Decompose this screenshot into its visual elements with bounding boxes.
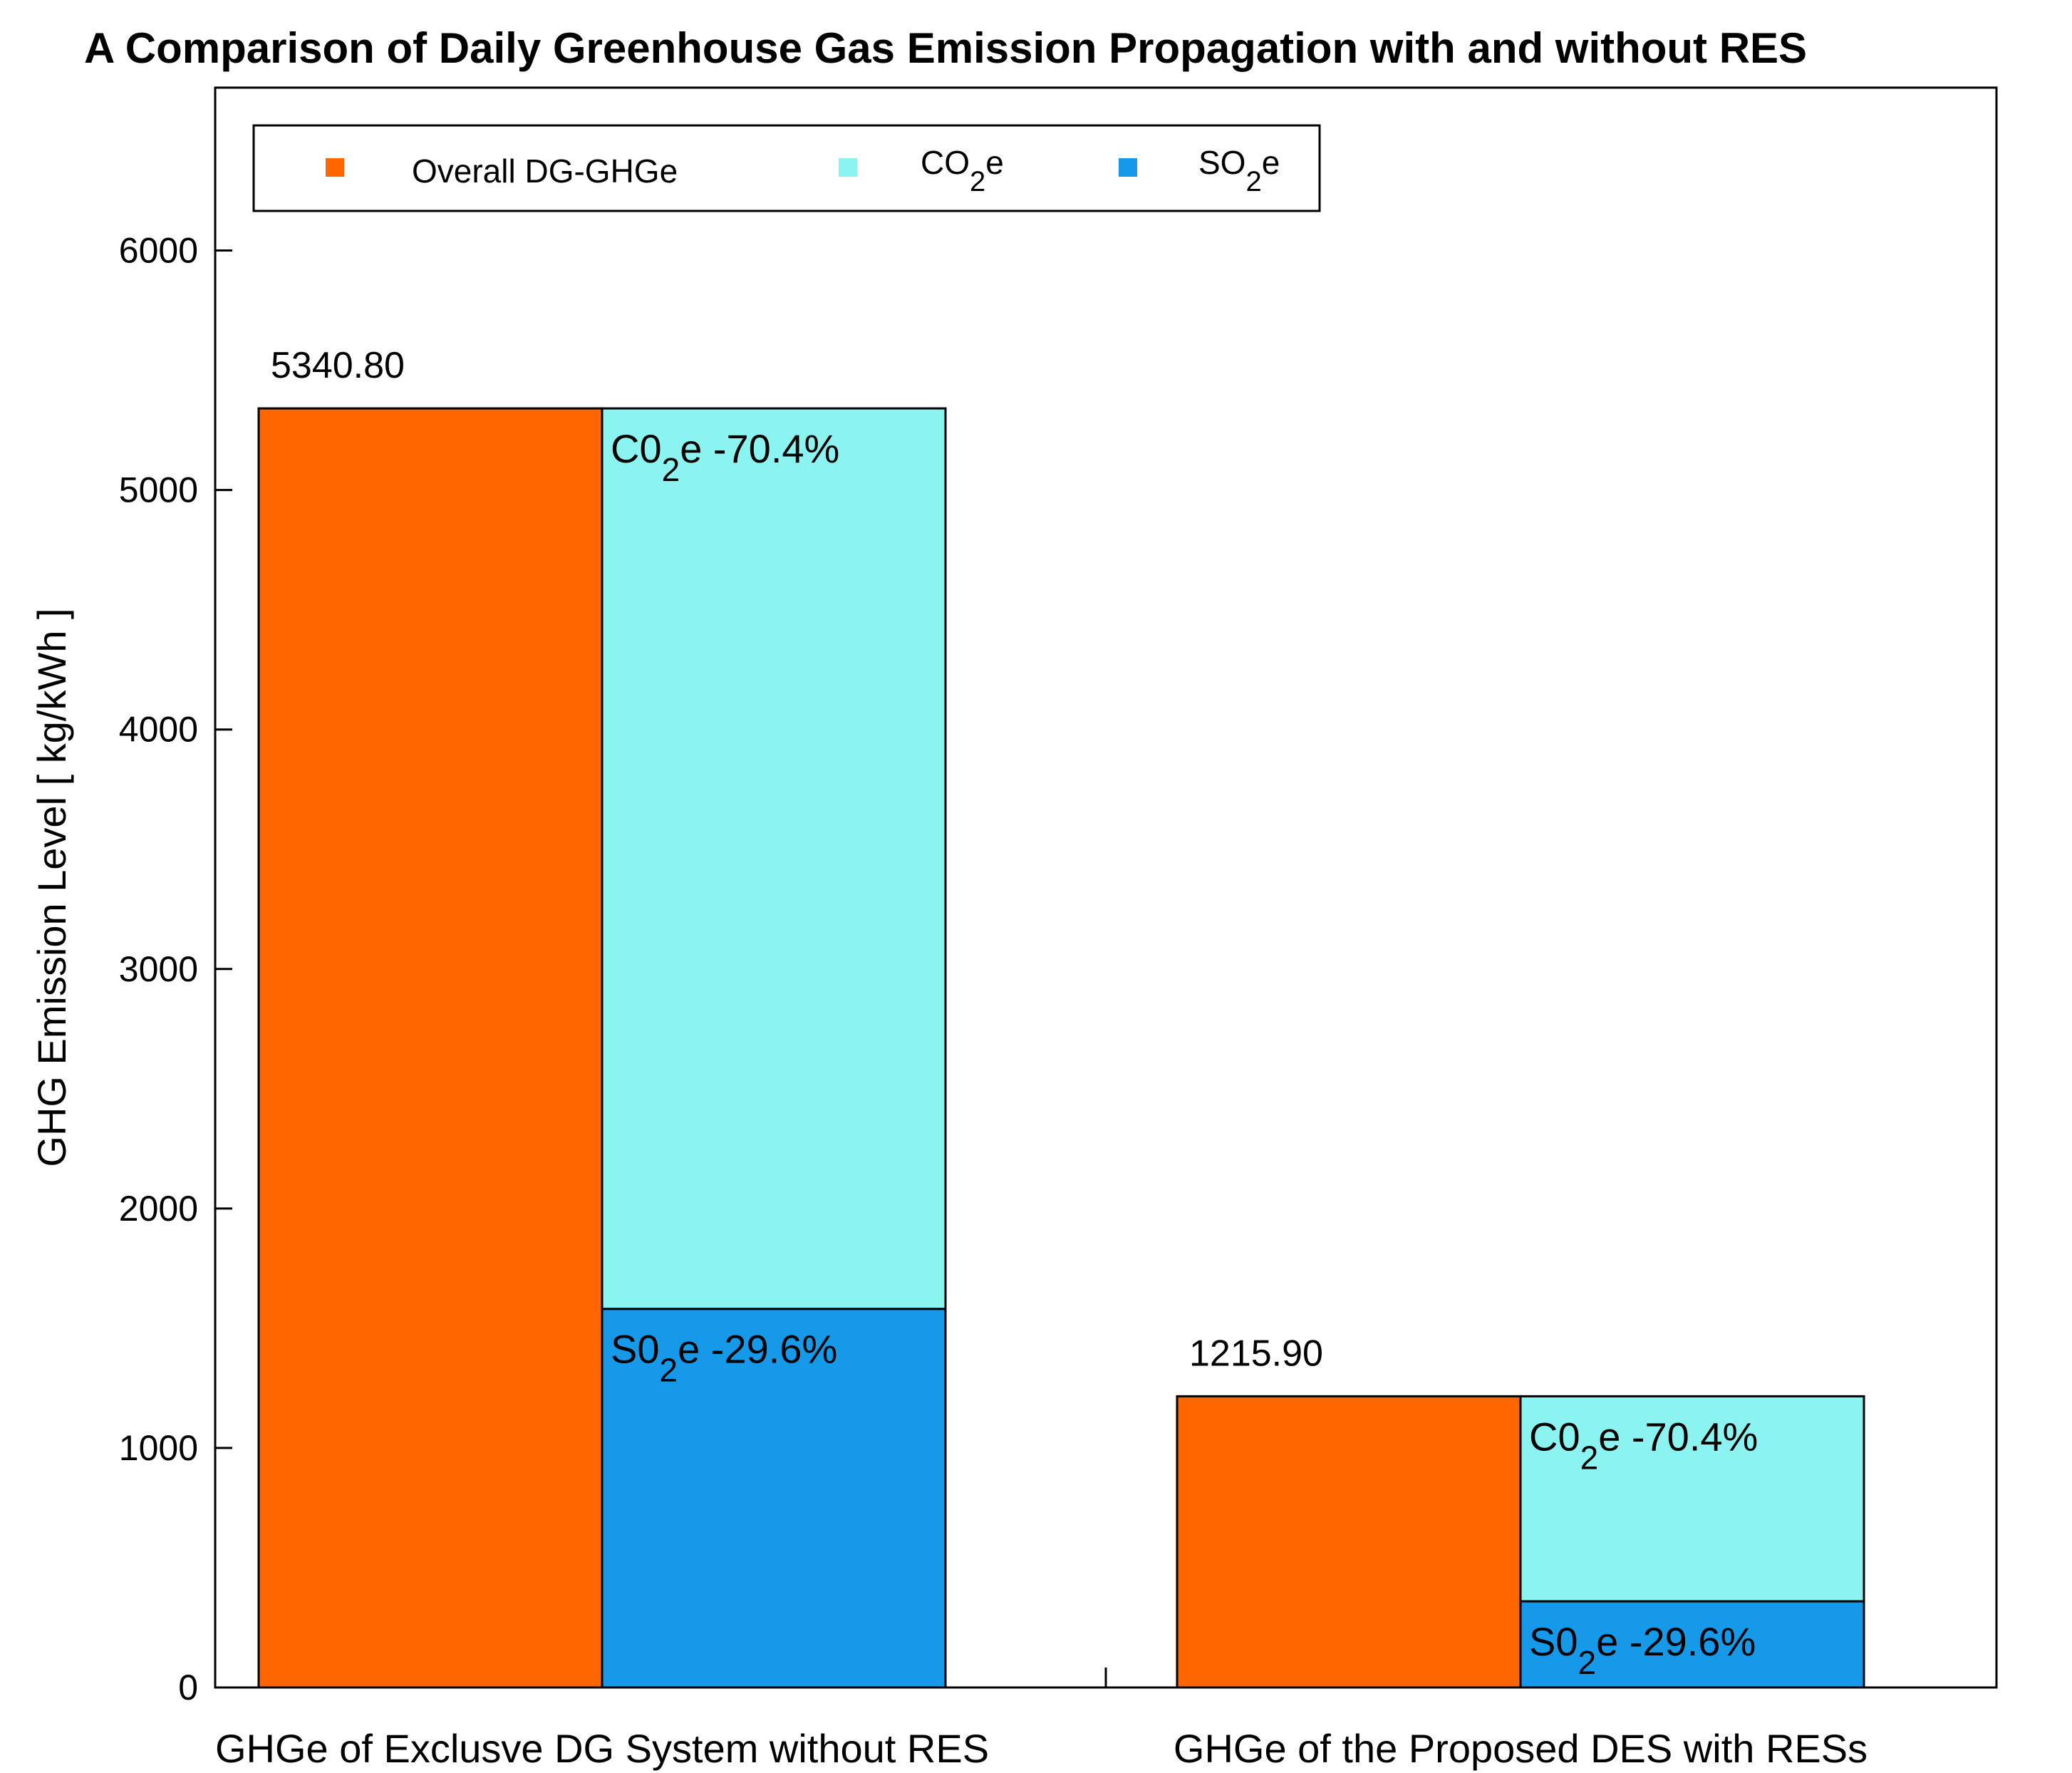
x-category-label: GHGe of the Proposed DES with RESs	[1174, 1726, 1868, 1771]
legend-entry: CO2e	[921, 144, 1004, 197]
legend-entry: SO2e	[1198, 144, 1280, 197]
chart-title: A Comparison of Daily Greenhouse Gas Emi…	[84, 24, 1807, 72]
co2e-segment-label: C02e -70.4%	[1529, 1414, 1758, 1476]
x-category-label: GHGe of Exclusve DG System without RES	[215, 1726, 989, 1771]
legend-box	[252, 124, 1321, 212]
bar-overall	[1176, 1395, 1522, 1689]
legend-entry: Overall DG-GHGe	[412, 153, 678, 190]
bar-so2e	[601, 1308, 947, 1689]
bar-co2e	[601, 407, 947, 1311]
bar-so2e	[1519, 1600, 1865, 1689]
legend-marker	[839, 158, 857, 177]
legend: Overall DG-GHGe CO2e SO2e	[252, 124, 1321, 212]
plot-frame	[214, 86, 1998, 1689]
y-axis-label: GHG Emission Level [ kg/kWh ]	[29, 608, 74, 1167]
bar-value-label: 5340.80	[271, 345, 405, 386]
legend-marker	[326, 158, 344, 177]
bar-overall	[257, 407, 604, 1689]
y-tick-label: 1000	[119, 1428, 198, 1468]
legend-marker	[1119, 158, 1137, 177]
co2e-segment-label: C02e -70.4%	[611, 426, 839, 488]
y-tick-label: 6000	[119, 231, 198, 271]
y-tick-label: 5000	[119, 470, 198, 510]
so2e-segment-label: S02e -29.6%	[1529, 1619, 1756, 1681]
bar-co2e	[1519, 1395, 1865, 1603]
y-tick-label: 3000	[119, 949, 198, 989]
bar-value-label: 1215.90	[1189, 1333, 1323, 1374]
y-tick-label: 0	[178, 1668, 198, 1707]
y-tick-label: 2000	[119, 1189, 198, 1229]
y-tick-label: 4000	[119, 710, 198, 750]
so2e-segment-label: S02e -29.6%	[611, 1327, 837, 1389]
